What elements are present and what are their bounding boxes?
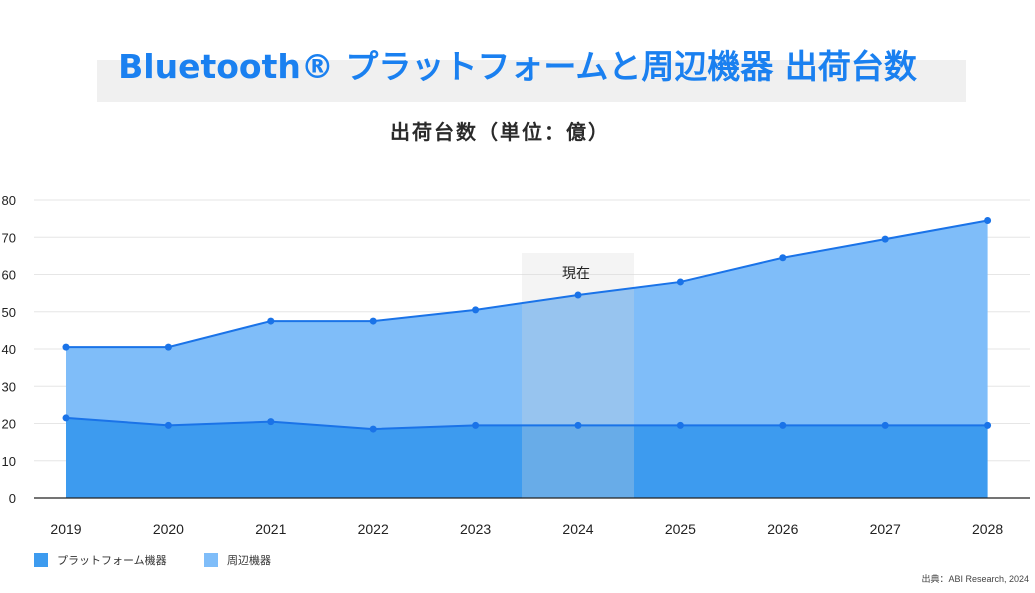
- platform-point: [881, 421, 889, 429]
- platform-point: [267, 418, 275, 426]
- peripheral-point: [62, 343, 70, 351]
- x-tick-label: 2027: [870, 521, 901, 537]
- y-tick-label: 10: [2, 454, 16, 469]
- chart-title: Bluetooth® プラットフォームと周辺機器 出荷台数: [118, 47, 917, 86]
- y-tick-label: 50: [2, 305, 16, 320]
- legend-item-platform: プラットフォーム機器: [34, 552, 167, 568]
- platform-line: [65, 416, 988, 431]
- y-tick-label: 80: [2, 193, 16, 208]
- x-tick-label: 2028: [972, 521, 1003, 537]
- chart-subtitle: 出荷台数（単位：億）: [390, 120, 610, 144]
- x-tick-label: 2025: [665, 521, 696, 537]
- peripheral-total-line: [66, 219, 988, 349]
- x-tick-label: 2023: [460, 521, 491, 537]
- peripheral-point: [369, 317, 377, 325]
- platform-point: [779, 421, 787, 429]
- y-tick-label: 30: [2, 379, 16, 394]
- platform-point: [62, 414, 70, 422]
- platform-area: [66, 417, 988, 498]
- platform-point: [676, 421, 684, 429]
- y-tick-label: 0: [9, 491, 16, 506]
- platform-point: [984, 421, 992, 429]
- x-tick-label: 2019: [50, 521, 81, 537]
- peripheral-point: [676, 278, 684, 286]
- platform-point: [369, 425, 377, 433]
- peripheral-point: [881, 235, 889, 243]
- peripheral-point: [267, 317, 275, 325]
- y-tick-label: 60: [2, 268, 16, 283]
- x-tick-label: 2022: [358, 521, 389, 537]
- platform-point: [164, 421, 172, 429]
- peripheral-point: [472, 306, 480, 314]
- current-year-label: 現在: [562, 266, 590, 282]
- y-tick-label: 40: [2, 342, 16, 357]
- legend-swatch-platform: [34, 553, 48, 567]
- legend-item-peripheral: 周辺機器: [204, 552, 271, 568]
- legend-label-platform: プラットフォーム機器: [57, 554, 167, 567]
- x-tick-label: 2020: [153, 521, 184, 537]
- peripheral-point: [164, 343, 172, 351]
- platform-point: [472, 421, 480, 429]
- peripheral-area: [66, 220, 988, 430]
- y-tick-label: 70: [2, 230, 16, 245]
- peripheral-point: [574, 291, 582, 299]
- title-band: [97, 60, 966, 102]
- x-tick-label: 2024: [562, 521, 593, 537]
- x-tick-label: 2021: [255, 521, 286, 537]
- legend-label-peripheral: 周辺機器: [227, 554, 271, 567]
- platform-point: [574, 421, 582, 429]
- peripheral-point: [779, 254, 787, 262]
- x-tick-label: 2026: [767, 521, 798, 537]
- legend-swatch-peripheral: [204, 553, 218, 567]
- source-note: 出典：ABI Research, 2024: [921, 574, 1029, 584]
- y-tick-label: 20: [2, 417, 16, 432]
- peripheral-point: [984, 216, 992, 224]
